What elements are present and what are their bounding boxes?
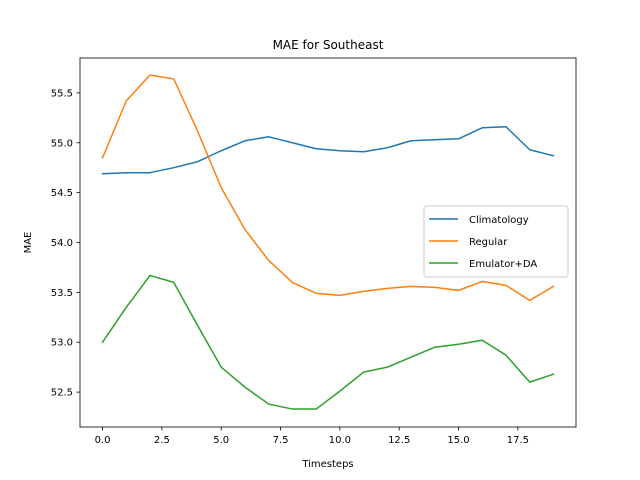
series-line-climatology <box>101 126 555 175</box>
series-line-regular <box>101 74 555 302</box>
x-axis: 0.0 2.5 5.0 7.5 10.0 12.5 15.0 17.5 <box>95 427 529 446</box>
x-tick-label: 7.5 <box>273 435 289 446</box>
y-axis: 52.5 53.0 53.5 54.0 54.5 55.0 55.5 <box>51 88 80 399</box>
x-tick-label: 17.5 <box>507 435 529 446</box>
y-tick-label: 55.5 <box>51 88 73 99</box>
y-tick-label: 54.0 <box>51 238 73 249</box>
plot-series <box>101 74 555 410</box>
x-tick-label: 2.5 <box>154 435 170 446</box>
y-axis-label: MAE <box>23 232 34 254</box>
legend-label-climatology: Climatology <box>469 215 529 226</box>
y-tick-label: 53.5 <box>51 288 73 299</box>
legend-label-regular: Regular <box>469 237 508 248</box>
x-tick-label: 5.0 <box>213 435 229 446</box>
y-tick-label: 55.0 <box>51 138 73 149</box>
x-axis-label: Timesteps <box>301 459 353 470</box>
y-tick-label: 54.5 <box>51 188 73 199</box>
x-tick-label: 15.0 <box>447 435 469 446</box>
series-line-emulator-da <box>101 274 555 410</box>
y-tick-label: 53.0 <box>51 338 73 349</box>
legend: Climatology Regular Emulator+DA <box>423 205 569 278</box>
legend-box <box>423 205 569 278</box>
x-tick-label: 10.0 <box>329 435 351 446</box>
legend-label-emulator-da: Emulator+DA <box>469 259 537 270</box>
y-tick-label: 52.5 <box>51 388 73 399</box>
x-tick-label: 0.0 <box>95 435 111 446</box>
chart-title: MAE for Southeast <box>273 38 384 52</box>
x-tick-label: 12.5 <box>388 435 410 446</box>
